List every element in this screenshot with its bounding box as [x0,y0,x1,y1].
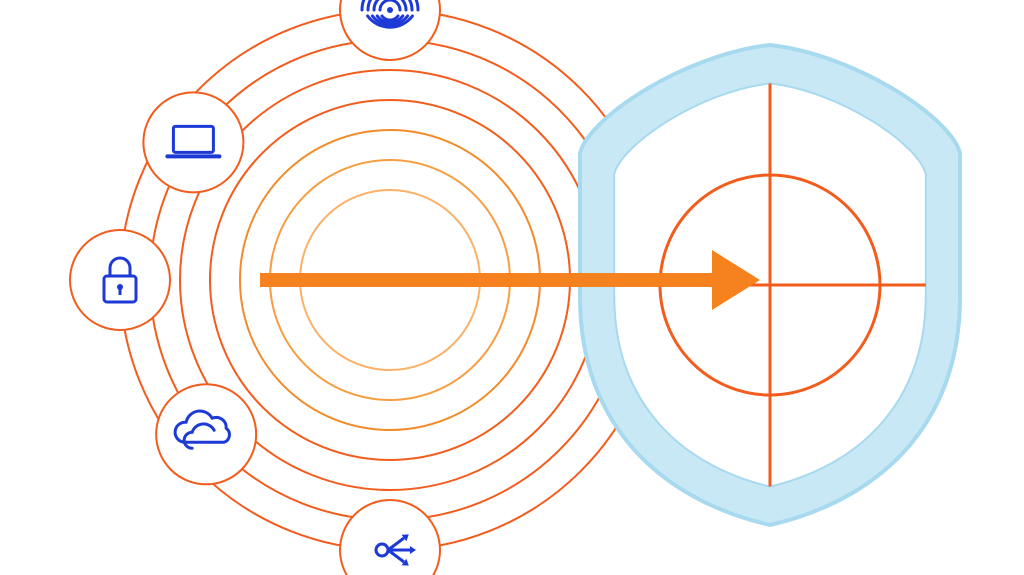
laptop-icon [143,92,243,192]
security-diagram [0,0,1024,575]
fingerprint-icon [340,0,440,60]
network-icon [340,500,440,575]
lock-icon [70,230,170,330]
icon-ring [70,0,440,575]
cloud-icon [156,384,256,484]
